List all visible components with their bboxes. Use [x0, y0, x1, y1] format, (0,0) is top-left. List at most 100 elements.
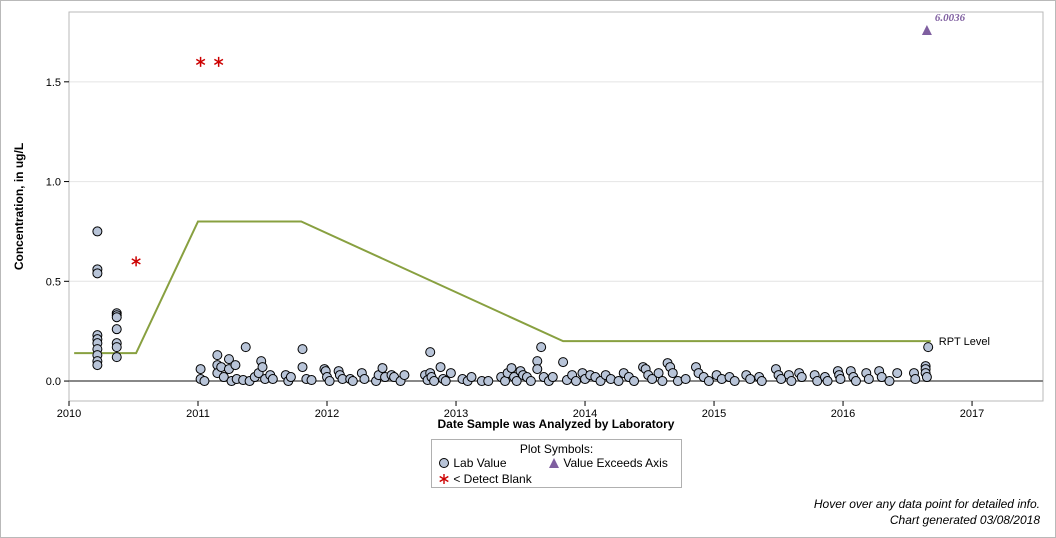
asterisk-stroke [195, 58, 206, 66]
lab-value-point [547, 372, 558, 383]
exceeds-axis-value-label: 6.0036 [935, 12, 966, 24]
lab-value-point [429, 376, 440, 387]
lab-value-point [863, 374, 874, 385]
detect-blank-point [131, 256, 141, 267]
lab-value-point [786, 376, 797, 387]
lab-value-point [680, 374, 691, 385]
x-tick-label: 2016 [831, 408, 855, 420]
lab-value-point [230, 360, 241, 371]
lab-value-point [613, 376, 624, 387]
lab-value-point [257, 362, 268, 373]
lab-value-marker-icon [439, 458, 449, 468]
lab-value-point [195, 364, 206, 375]
lab-value-point [92, 226, 103, 237]
x-tick-label: 2012 [315, 408, 339, 420]
lab-value-point [629, 376, 640, 387]
lab-value-point [306, 375, 317, 386]
lab-value-point [297, 344, 308, 355]
y-tick-label: 0.0 [46, 376, 61, 388]
legend-label-lab-value: Lab Value [453, 456, 507, 470]
y-tick-label: 1.5 [46, 77, 61, 89]
lab-value-point [921, 372, 932, 383]
lab-value-point [850, 376, 861, 387]
detect-blank-point [195, 56, 206, 67]
x-axis: 2010 2011 2012 2013 2014 2015 2016 2017 [57, 401, 984, 420]
lab-value-point [892, 368, 903, 379]
x-tick-label: 2011 [186, 408, 210, 420]
lab-value-point [435, 362, 446, 373]
legend-label-detect-blank: < Detect Blank [453, 472, 532, 486]
legend-item-exceeds-axis: Value Exceeds Axis [548, 456, 668, 470]
lab-value-point [745, 374, 756, 385]
x-axis-title: Date Sample was Analyzed by Laboratory [438, 417, 675, 431]
lab-value-point [536, 342, 547, 353]
lab-value-point [267, 374, 278, 385]
lab-value-point [776, 374, 787, 385]
lab-value-point [297, 362, 308, 373]
lab-value-point [111, 324, 122, 335]
lab-value-point [647, 374, 658, 385]
chart-generated-date: Chart generated 03/08/2018 [889, 513, 1040, 527]
x-tick-label: 2013 [444, 408, 468, 420]
lab-value-point [884, 376, 895, 387]
lab-value-point [111, 312, 122, 323]
x-tick-label: 2015 [702, 408, 726, 420]
exceeds-axis-point [921, 24, 932, 35]
legend-label-exceeds-axis: Value Exceeds Axis [563, 456, 668, 470]
hover-note: Hover over any data point for detailed i… [813, 497, 1040, 511]
lab-value-point [525, 376, 536, 387]
lab-value-point [703, 376, 714, 387]
lab-value-point [347, 376, 358, 387]
lab-value-point [812, 376, 823, 387]
lab-value-point [910, 374, 921, 385]
y-tick-label: 1.0 [46, 177, 61, 189]
data-points [92, 24, 934, 387]
lab-value-point [657, 376, 668, 387]
lab-value-point [506, 363, 517, 374]
y-tick-label: 0.5 [46, 276, 61, 288]
x-tick-label: 2010 [57, 408, 81, 420]
lab-value-point [425, 347, 436, 358]
lab-value-point [324, 376, 335, 387]
lab-value-point [212, 350, 223, 361]
lab-value-point [445, 368, 456, 379]
lab-value-point [285, 372, 296, 383]
grid-lines [69, 81, 1043, 382]
lab-value-point [223, 354, 234, 365]
lab-value-point [532, 364, 543, 375]
lab-value-point [440, 376, 451, 387]
lab-value-point [199, 376, 210, 387]
lab-value-point [92, 360, 103, 371]
asterisk-stroke [213, 58, 224, 66]
lab-value-point [653, 368, 664, 379]
lab-value-point [796, 372, 807, 383]
lab-value-point [111, 342, 122, 353]
lab-value-point [483, 376, 494, 387]
x-tick-label: 2014 [573, 408, 597, 420]
x-tick-label: 2017 [960, 408, 984, 420]
lab-value-point [511, 376, 522, 387]
legend-item-lab-value: Lab Value [438, 456, 507, 470]
rpt-level-label: RPT Level [939, 336, 990, 348]
y-axis: 0.0 0.5 1.0 1.5 [46, 77, 69, 388]
legend: Plot Symbols: Lab Value Value Exceeds Ax… [431, 439, 682, 488]
lab-value-point [835, 374, 846, 385]
detect-blank-point [213, 56, 224, 67]
asterisk-stroke [131, 258, 141, 265]
asterisk-marker-icon [439, 474, 449, 484]
lab-value-point [570, 376, 581, 387]
legend-title: Plot Symbols: [519, 442, 594, 456]
lab-value-point [240, 342, 251, 353]
lab-value-point [377, 363, 388, 374]
rpt-level-line [74, 220, 931, 355]
lab-value-point [667, 368, 678, 379]
lab-value-point [756, 376, 767, 387]
lab-value-point [218, 372, 229, 383]
lab-value-point [111, 352, 122, 363]
lab-value-point [558, 357, 569, 368]
plot-area [68, 11, 1044, 402]
lab-value-point [923, 342, 934, 353]
lab-value-point [92, 268, 103, 279]
lab-value-point [822, 376, 833, 387]
